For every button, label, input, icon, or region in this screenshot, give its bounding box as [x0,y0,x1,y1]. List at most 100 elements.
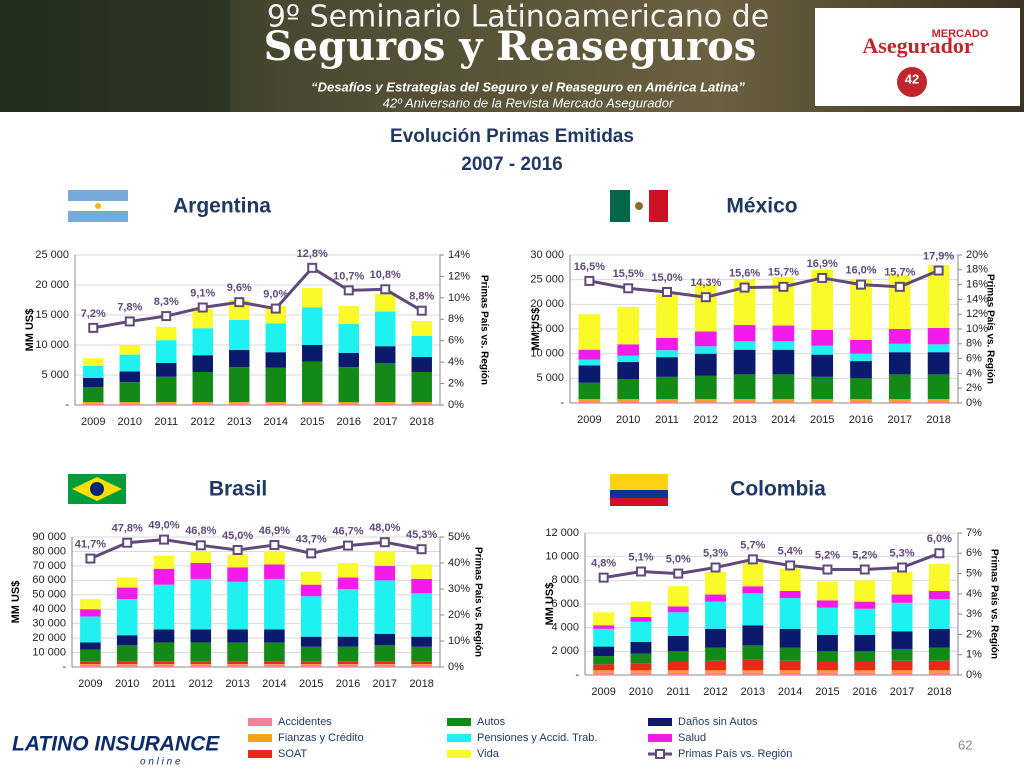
bar-segment [337,563,359,578]
bar-segment [705,670,726,673]
bar-segment [779,672,801,675]
bar-segment [742,670,764,673]
bar-segment [337,661,359,665]
y2-axis-label: Primas País vs. Región [472,547,483,657]
bar-segment [888,329,911,344]
bar-segment [927,264,950,329]
x-tick-label: 2011 [152,678,176,690]
chart-title: México [726,195,797,218]
bar-segment [779,568,801,591]
bar-segment [705,572,726,595]
legend-swatch [447,734,471,742]
bar-segment [656,350,678,358]
bar-segment [656,401,678,403]
bar-segment [80,609,101,617]
logo-badge: 42 [905,71,919,86]
bar-segment [265,402,286,404]
footer-brand: LATINO INSURANCE [12,733,220,756]
bar-segment [374,645,396,662]
data-label: 5,1% [628,551,653,563]
line-marker [379,537,390,548]
bar-segment [116,661,138,665]
line-marker [85,553,96,564]
data-label: 5,2% [815,549,840,561]
bar-segment [667,670,689,673]
line-marker [933,265,944,276]
bar-segment [694,399,717,402]
bar-segment [617,379,640,400]
bar-segment [578,365,601,383]
bar-segment [300,584,322,597]
data-label: 5,3% [890,547,915,559]
bar-segment [817,600,838,608]
bar-segment [264,664,285,665]
bar-segment [927,328,950,345]
bar-segment [854,670,876,673]
bar-segment [153,661,175,665]
bar-segment [119,403,140,405]
bar-segment [156,327,177,341]
bar-segment [156,403,177,405]
legend-label: Pensiones y Accid. Trab. [477,732,597,744]
bar-segment [337,646,359,662]
y-tick-label: 10 000 [35,339,69,351]
x-tick-label: 2010 [629,686,653,698]
chart: Argentina - 5 000 10 000 15 000 20 000 25 000 0… [24,195,489,428]
bar-segment [338,402,359,404]
bar-segment [928,647,950,661]
x-tick-label: 2012 [703,686,727,698]
y2-tick-label: 50% [448,531,470,543]
x-tick-label: 2016 [853,686,877,698]
bar-segment [694,353,717,376]
bar-segment [817,607,838,635]
bar-segment [705,660,726,671]
data-label: 15,0% [651,272,682,284]
bar-segment [375,403,396,405]
bar-segment [374,664,396,667]
bar-segment [265,352,286,368]
subtitle: 2007 - 2016 [461,154,562,175]
y-tick-label: 4 000 [551,622,579,634]
data-label: 8,3% [154,296,179,308]
y-tick-label: 15 000 [530,323,564,335]
x-tick-label: 2014 [771,414,795,426]
bar-segment [891,631,913,649]
bar-segment [302,403,323,405]
data-label: 8,8% [409,291,434,303]
y2-tick-label: 0% [448,399,464,411]
data-label: 49,0% [148,520,179,532]
line-marker [270,303,281,314]
x-tick-label: 2015 [299,678,323,690]
y2-axis-label: Primas País vs. Región [988,549,999,659]
legend-swatch [248,750,272,758]
x-tick-label: 2009 [591,686,615,698]
bar-segment [411,403,432,405]
bar-segment [779,647,801,661]
bar-segment [337,589,359,637]
y2-tick-label: 2% [966,628,982,640]
bar-segment [667,586,689,607]
bar-segment [119,402,140,404]
y2-tick-label: 10% [966,323,988,335]
y2-tick-label: 5% [966,567,982,579]
data-label: 7,2% [81,308,106,320]
y-tick-label: 20 000 [35,279,69,291]
bar-segment [227,664,248,667]
data-label: 16,5% [574,261,605,273]
y2-tick-label: 6% [966,353,982,365]
bar-segment [850,378,872,400]
bar-segment [83,402,104,404]
bar-segment [630,672,652,675]
bar-segment [850,361,872,379]
y-tick-label: 70 000 [32,560,66,572]
chart: México - 5 000 10 000 15 000 20 000 25 000 30 0… [530,195,995,426]
y2-tick-label: 7% [966,527,982,539]
line-marker [269,540,280,551]
y2-tick-label: 20% [966,249,988,261]
data-label: 5,2% [852,549,877,561]
x-tick-label: 2012 [191,416,215,428]
bar-segment [153,584,175,630]
bar-segment [817,670,838,673]
bar-segment [694,375,717,400]
bar-segment [733,374,756,400]
